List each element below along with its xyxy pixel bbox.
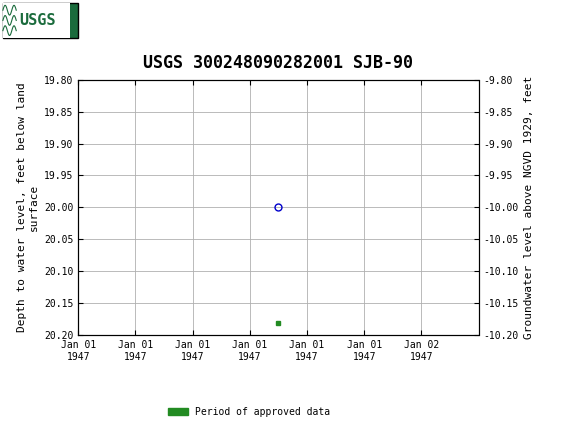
FancyBboxPatch shape [3,3,78,37]
Text: USGS: USGS [20,13,56,28]
Title: USGS 300248090282001 SJB-90: USGS 300248090282001 SJB-90 [143,55,414,72]
Y-axis label: Groundwater level above NGVD 1929, feet: Groundwater level above NGVD 1929, feet [524,76,534,339]
Legend: Period of approved data: Period of approved data [164,403,335,421]
Y-axis label: Depth to water level, feet below land
surface: Depth to water level, feet below land su… [17,83,38,332]
